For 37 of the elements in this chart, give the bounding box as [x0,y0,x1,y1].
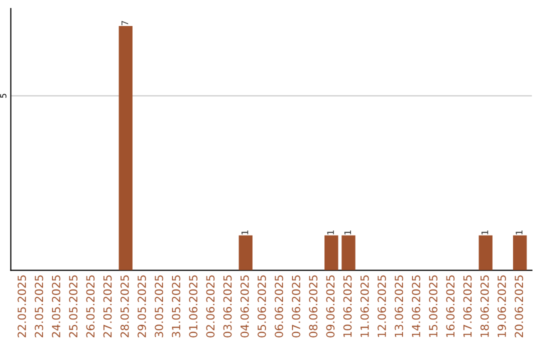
x-tick-label: 22.05.2025 [18,275,26,338]
x-tick-label: 14.06.2025 [412,275,420,337]
x-tick-label: 24.05.2025 [52,275,60,338]
x-tick-label: 17.06.2025 [463,275,472,337]
x-tick-label: 16.06.2025 [446,275,455,337]
x-tick-label: 10.06.2025 [343,275,352,337]
x-tick-label: 02.06.2025 [206,275,215,338]
x-tick-label: 26.05.2025 [86,275,95,338]
x-tick-label: 20.06.2025 [514,275,524,338]
x-tick-label: 29.05.2025 [138,275,146,338]
x-tick-label: 11.06.2025 [360,275,369,337]
x-tick-label: 15.06.2025 [429,275,438,337]
data-label: 1 [242,230,248,234]
x-tick-label: 12.06.2025 [378,275,386,337]
data-label: 7 [122,20,128,26]
data-label: 1 [516,230,522,234]
data-label: 1 [482,230,488,234]
x-tick-label: 01.06.2025 [189,275,198,338]
x-tick-label: 05.06.2025 [258,275,266,338]
x-tick-label: 19.06.2025 [498,275,506,337]
data-label: 1 [327,230,334,234]
x-tick-label: 30.05.2025 [154,275,164,338]
x-tick-label: 31.05.2025 [172,275,180,338]
x-tick-label: 07.06.2025 [292,275,300,338]
x-tick-label: 09.06.2025 [326,275,335,338]
x-tick-label: 28.05.2025 [120,275,129,338]
x-tick-label: 03.06.2025 [223,275,232,338]
x-tick-label: 06.06.2025 [274,275,284,338]
x-tick-label: 13.06.2025 [394,275,404,337]
y-tick-label: 5 [0,94,6,98]
data-label: 1 [344,230,351,234]
x-tick-label: 27.05.2025 [103,275,112,338]
x-tick-label: 25.05.2025 [69,275,78,338]
x-tick-label: 18.06.2025 [480,275,489,337]
x-tick-label: 23.05.2025 [34,275,44,338]
x-tick-label: 08.06.2025 [309,275,318,338]
x-tick-label: 04.06.2025 [240,275,249,338]
